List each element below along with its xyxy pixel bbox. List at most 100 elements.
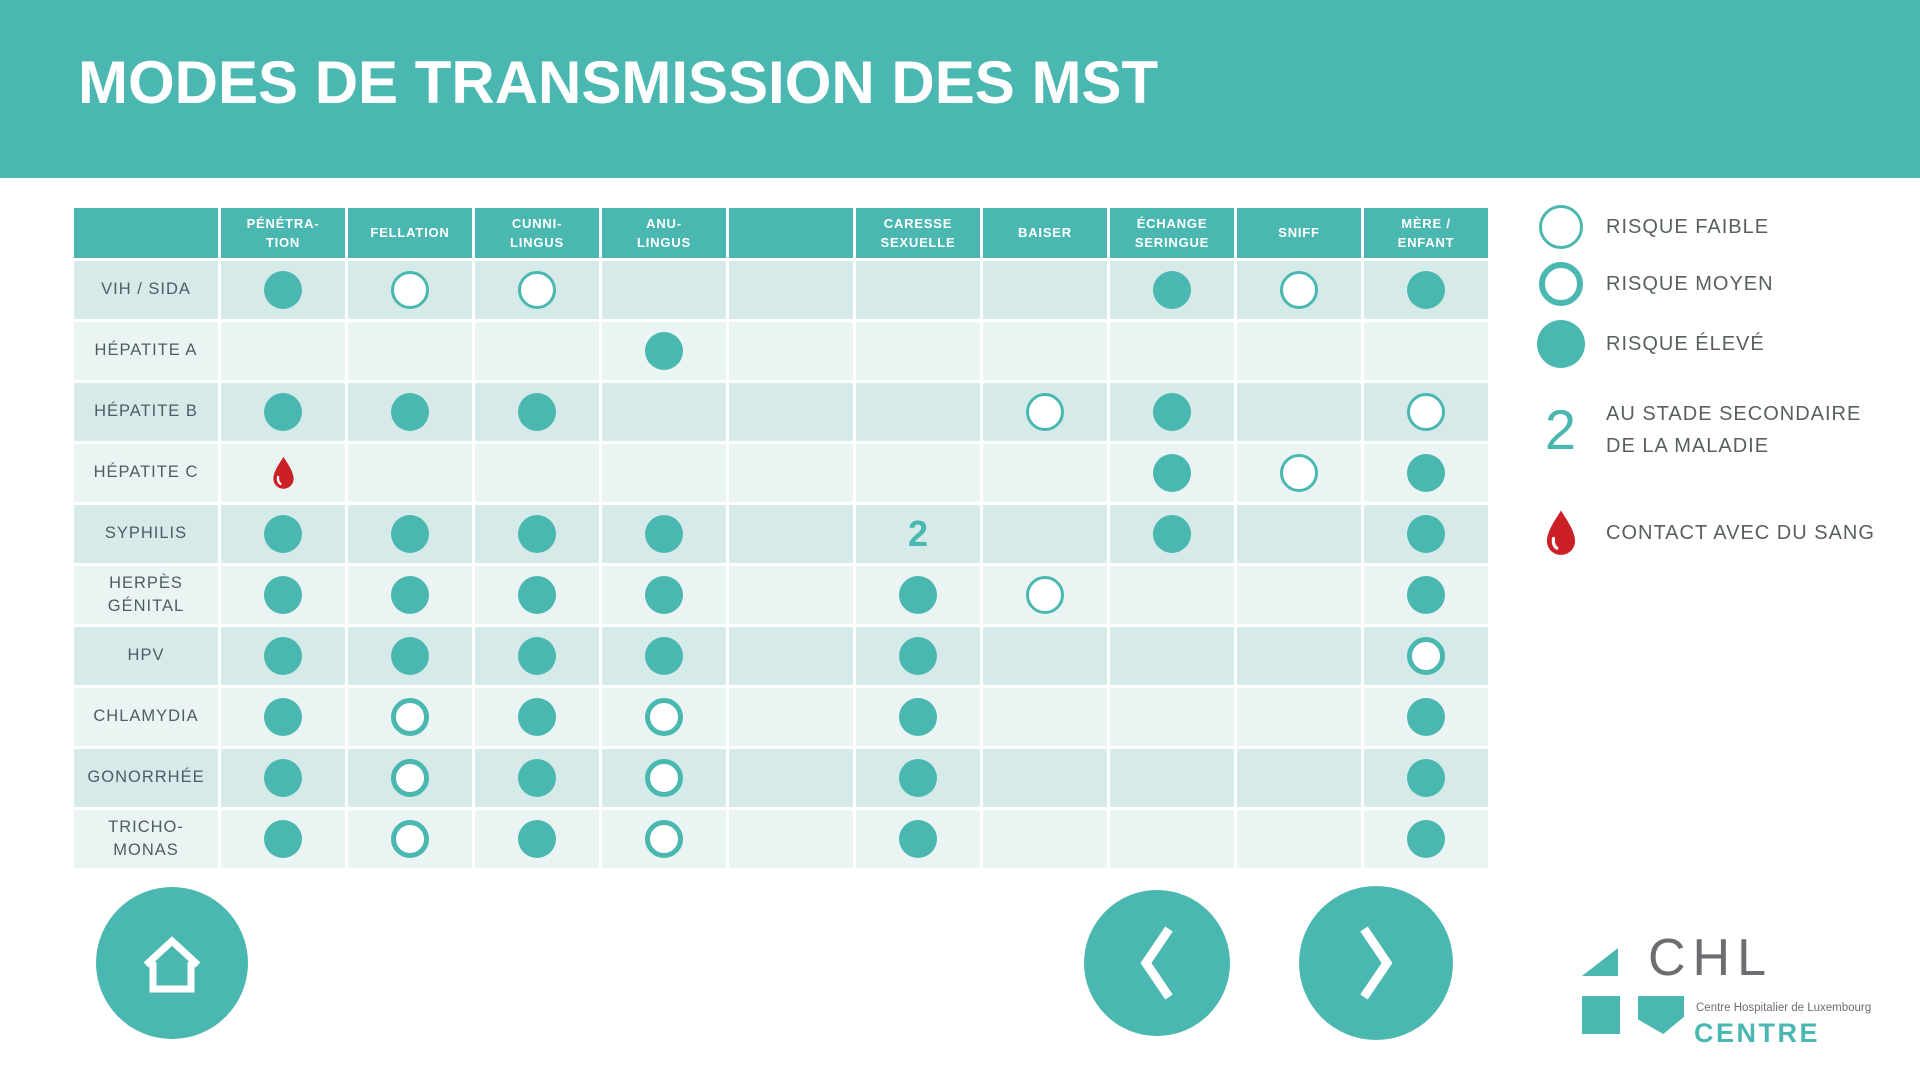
table-cell: [729, 322, 853, 380]
risk-dot-medium: [1407, 637, 1445, 675]
risk-dot-high: [391, 393, 429, 431]
page-title: MODES DE TRANSMISSION DES MST: [78, 49, 1159, 116]
risk-dot-high: [1153, 454, 1191, 492]
table-cell: [1364, 261, 1488, 319]
table-cell: [856, 444, 980, 502]
table-cell: [1237, 810, 1361, 868]
table-cell: [602, 322, 726, 380]
table-cell: [221, 688, 345, 746]
risk-dot-high: [391, 576, 429, 614]
row-label: HÉPATITE C: [74, 444, 218, 502]
table-cell: [983, 383, 1107, 441]
risk-dot-medium: [645, 759, 683, 797]
risk-dot-high: [264, 393, 302, 431]
risk-dot-high: [1407, 576, 1445, 614]
table-cell: [983, 444, 1107, 502]
legend-item-contact-sang: CONTACT AVEC DU SANG: [1536, 508, 1875, 558]
home-icon: [143, 936, 201, 993]
table-cell: [221, 810, 345, 868]
risk-dot-high: [391, 637, 429, 675]
table-cell: [729, 810, 853, 868]
row-label: CHLAMYDIA: [74, 688, 218, 746]
logo-site-label: CENTRE: [1694, 1018, 1821, 1048]
table-cell: [1364, 627, 1488, 685]
table-cell: [1110, 444, 1234, 502]
table-cell: [729, 261, 853, 319]
next-button[interactable]: [1299, 886, 1453, 1040]
table-cell: [856, 627, 980, 685]
table-cell: [1364, 505, 1488, 563]
table-cell: [221, 749, 345, 807]
risk-dot-high: [264, 759, 302, 797]
table-cell: [983, 688, 1107, 746]
risk-dot-low: [1280, 271, 1318, 309]
stage-2-marker: 2: [907, 513, 929, 554]
risk-dot-high: [264, 820, 302, 858]
row-label: HERPÈS GÉNITAL: [74, 566, 218, 624]
table-cell: [856, 749, 980, 807]
risk-dot-medium: [391, 820, 429, 858]
transmission-table: PÉNÉTRA- TION FELLATION CUNNI- LINGUS ANU- …: [71, 205, 1491, 871]
row-label: VIH / SIDA: [74, 261, 218, 319]
table-cell: [729, 688, 853, 746]
table-cell: [475, 810, 599, 868]
table-cell: [1364, 383, 1488, 441]
table-cell: [475, 688, 599, 746]
table-cell: [983, 261, 1107, 319]
table-cell: [1237, 322, 1361, 380]
table-cell: [1237, 383, 1361, 441]
table-cell: [856, 261, 980, 319]
blood-drop-icon: [1536, 508, 1586, 558]
table-cell: [348, 322, 472, 380]
risk-dot-low: [1280, 454, 1318, 492]
table-cell: [221, 322, 345, 380]
legend-item-risque-faible: RISQUE FAIBLE: [1536, 205, 1769, 249]
risk-dot-high: [264, 576, 302, 614]
risk-dot-medium: [391, 759, 429, 797]
risk-dot-high: [1407, 271, 1445, 309]
risk-dot-high: [518, 637, 556, 675]
table-cell: [475, 566, 599, 624]
legend-item-risque-eleve: RISQUE ÉLEVÉ: [1536, 320, 1765, 368]
risk-dot-high: [518, 759, 556, 797]
risk-dot-high: [645, 515, 683, 553]
table-cell: [856, 688, 980, 746]
risk-low-icon: [1536, 205, 1586, 249]
legend-label: RISQUE MOYEN: [1606, 273, 1774, 295]
risk-dot-high: [1407, 759, 1445, 797]
table-cell: [1237, 261, 1361, 319]
table-cell: [475, 383, 599, 441]
table-cell: [1110, 627, 1234, 685]
risk-dot-high: [899, 759, 937, 797]
table-cell: [1110, 749, 1234, 807]
stage-2-icon: 2: [1544, 398, 1578, 461]
table-cell: 2: [856, 505, 980, 563]
home-button[interactable]: [96, 887, 248, 1039]
legend-label: RISQUE FAIBLE: [1606, 216, 1770, 238]
column-header: CUNNI- LINGUS: [475, 208, 599, 258]
risk-dot-high: [1153, 393, 1191, 431]
row-label: HÉPATITE A: [74, 322, 218, 380]
previous-button[interactable]: [1084, 890, 1230, 1036]
table-cell: [1110, 383, 1234, 441]
table-cell: [729, 627, 853, 685]
risk-dot-high: [1153, 515, 1191, 553]
table-cell: [348, 749, 472, 807]
table-cell: [856, 383, 980, 441]
table-cell: [475, 444, 599, 502]
table-cell: [856, 566, 980, 624]
risk-dot-high: [1407, 820, 1445, 858]
risk-dot-high: [899, 820, 937, 858]
table-cell: [1364, 322, 1488, 380]
table-cell: [602, 688, 726, 746]
column-header: BAISER: [983, 208, 1107, 258]
risk-dot-low: [1407, 393, 1445, 431]
table-cell: [221, 505, 345, 563]
table-cell: [1364, 810, 1488, 868]
column-header: ANU- LINGUS: [602, 208, 726, 258]
table-cell: [475, 505, 599, 563]
table-cell: [602, 444, 726, 502]
table-cell: [729, 566, 853, 624]
table-row: CHLAMYDIA: [74, 688, 1488, 746]
table-row: GONORRHÉE: [74, 749, 1488, 807]
